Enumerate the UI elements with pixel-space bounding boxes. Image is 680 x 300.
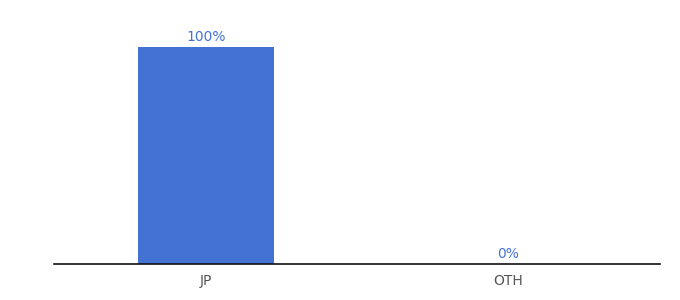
Text: 0%: 0% [497,247,520,261]
Text: 100%: 100% [186,30,226,44]
Bar [137,47,274,264]
